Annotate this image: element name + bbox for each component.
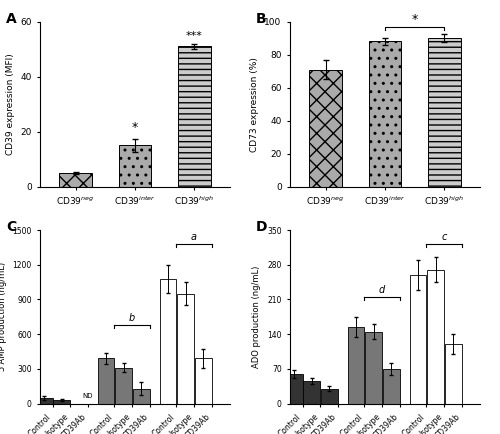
Bar xyxy=(383,369,400,404)
Y-axis label: CD39 expression (MFI): CD39 expression (MFI) xyxy=(6,53,15,155)
Text: *: * xyxy=(132,122,138,135)
Text: D: D xyxy=(256,220,268,233)
Bar xyxy=(116,368,132,404)
Bar xyxy=(366,332,382,404)
Bar xyxy=(60,173,92,187)
Text: c: c xyxy=(442,232,446,242)
Y-axis label: CD73 expression (%): CD73 expression (%) xyxy=(250,57,259,151)
Bar xyxy=(428,38,460,187)
Bar xyxy=(54,400,70,404)
Bar xyxy=(304,381,320,404)
Bar xyxy=(36,398,52,404)
Bar xyxy=(160,279,176,404)
Bar xyxy=(178,46,210,187)
Y-axis label: ADO production (ng/mL): ADO production (ng/mL) xyxy=(252,266,262,368)
Text: A: A xyxy=(6,12,16,26)
Text: a: a xyxy=(191,232,197,242)
Bar xyxy=(321,389,338,404)
Bar xyxy=(310,69,342,187)
Text: d: d xyxy=(379,285,385,295)
Bar xyxy=(286,374,302,404)
Text: b: b xyxy=(129,313,135,323)
Text: B: B xyxy=(256,12,266,26)
Text: ND: ND xyxy=(82,393,93,399)
Bar xyxy=(445,344,462,404)
Y-axis label: 5'AMP production (ng/mL): 5'AMP production (ng/mL) xyxy=(0,262,6,372)
Text: ***: *** xyxy=(186,32,203,42)
Bar xyxy=(133,388,150,404)
Text: *: * xyxy=(412,13,418,26)
Bar xyxy=(368,42,402,187)
Bar xyxy=(195,358,212,404)
Bar xyxy=(98,358,114,404)
Bar xyxy=(178,294,194,404)
Text: C: C xyxy=(6,220,16,233)
Bar xyxy=(118,145,152,187)
Bar xyxy=(348,327,364,404)
Bar xyxy=(410,275,426,404)
Bar xyxy=(428,270,444,404)
